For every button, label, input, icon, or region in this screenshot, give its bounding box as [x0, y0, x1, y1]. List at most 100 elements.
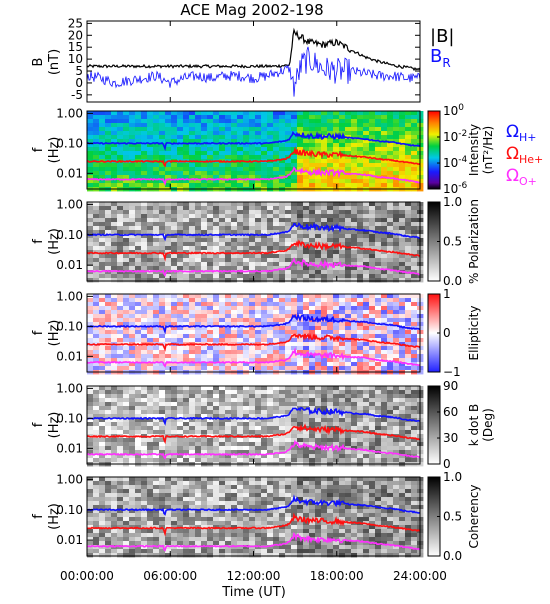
freq-tick-label: 1.00	[56, 472, 83, 486]
colorbar-tick-main: 10	[443, 104, 458, 118]
colorbar-tick-label: 10-2	[443, 129, 467, 144]
freq-y-label-top: f	[31, 422, 46, 427]
x-tick-label: 24:00:00	[393, 569, 447, 583]
freq-tick-label: 1.00	[56, 381, 83, 395]
colorbar-tick-label: 1.0	[443, 195, 462, 209]
gyro-legend-sub: O+	[519, 175, 537, 188]
colorbar-tick-exp: 0	[458, 103, 464, 113]
colorbar-tick-main: 10	[443, 182, 458, 196]
gyro-legend-symbol: Ω	[506, 166, 519, 186]
gyro-legend-symbol: Ω	[506, 144, 519, 164]
colorbar-tick-label: 10-6	[443, 181, 468, 196]
colorbar-label: (nT²/Hz)	[481, 126, 495, 174]
colorbar-tick-main: 0.0	[443, 549, 462, 563]
colorbar-tick-main: 0.5	[443, 510, 462, 524]
colorbar-tick-main: 0.5	[443, 235, 462, 249]
colorbar-tick-main: 90	[443, 379, 458, 393]
colorbar-label: Ellipticity	[467, 306, 481, 361]
colorbar-tick-label: 60	[443, 405, 458, 419]
colorbar-tick-label: 0.0	[443, 274, 462, 288]
freq-y-label-bottom: (Hz)	[47, 412, 62, 439]
colorbar-4: 1.0 0.5 0.0	[428, 470, 462, 563]
colorbar-tick-label: 1.0	[443, 470, 462, 484]
colorbar-tick-label: 30	[443, 431, 458, 445]
line-y-label-top: B	[31, 58, 46, 67]
colorbar-tick-main: −1	[443, 365, 461, 379]
spectrogram-panel-1: 1.000.100.01f(Hz)1.00.50.0% Polarization	[31, 195, 481, 288]
line-ytick-label: 20	[68, 28, 83, 42]
freq-tick-label: 1.00	[56, 289, 83, 303]
gyro-legend-sub: He+	[519, 153, 543, 166]
gyro-legend-symbol: Ω	[506, 122, 519, 142]
spectrogram-panel-0: 1.000.100.01f(Hz)10010-210-410-6Intensit…	[31, 103, 495, 196]
line-legend-entry-0: |B|	[430, 26, 454, 47]
colorbar-tick-label: 0	[443, 457, 451, 471]
colorbar-label: (Deg)	[481, 408, 495, 442]
line-panel-background	[87, 21, 420, 102]
colorbar-tick-label: 10-4	[443, 155, 468, 170]
freq-tick-label: 1.00	[56, 106, 83, 120]
colorbar-tick-label: 0.5	[443, 235, 462, 249]
chart-title: ACE Mag 2002-198	[180, 1, 323, 19]
colorbar-gradient	[428, 111, 440, 189]
freq-y-label-bottom: (Hz)	[47, 503, 62, 530]
colorbar-label: Intensity	[467, 124, 481, 176]
colorbar-2: 1 0 −1	[428, 287, 461, 379]
line-legend-main: B	[430, 46, 442, 67]
freq-tick-label: 0.01	[56, 533, 83, 547]
colorbar-gradient	[428, 386, 440, 464]
freq-y-label-bottom: (Hz)	[47, 228, 62, 255]
freq-tick-label: 1.00	[56, 197, 83, 211]
colorbar-tick-label: 0	[443, 326, 451, 340]
line-legend: |B|BR	[430, 26, 454, 70]
freq-y-label-bottom: (Hz)	[47, 137, 62, 164]
colorbar-tick-label: 0.5	[443, 510, 462, 524]
colorbar-tick-main: 60	[443, 405, 458, 419]
colorbar-tick-exp: -2	[458, 129, 467, 139]
freq-y-label-bottom: (Hz)	[47, 320, 62, 347]
x-tick-label: 06:00:00	[143, 569, 197, 583]
x-axis-label: Time (UT)	[221, 585, 286, 600]
colorbar-tick-main: 1	[443, 287, 451, 301]
freq-tick-label: 0.01	[56, 258, 83, 272]
line-y-label-bottom: (nT)	[47, 49, 62, 75]
colorbar-label: k dot B	[467, 404, 481, 446]
line-ytick-label: 5	[75, 64, 83, 78]
colorbar-label: Coherency	[467, 484, 481, 548]
colorbar-tick-label: 0.0	[443, 549, 462, 563]
gyro-legend-entry-0: ΩH+	[506, 122, 537, 144]
freq-y-label-top: f	[31, 514, 46, 519]
colorbar-tick-main: 0	[443, 326, 451, 340]
spectrogram-panels: 1.000.100.01f(Hz)10010-210-410-6Intensit…	[31, 103, 495, 563]
colorbar-3: 90 60 30 0	[428, 379, 458, 471]
line-ytick-label: 0	[75, 76, 83, 90]
line-legend-main: |B|	[430, 26, 454, 47]
line-ytick-label: 25	[68, 16, 83, 30]
gyro-legend-entry-2: ΩO+	[506, 166, 537, 188]
freq-y-label-top: f	[31, 239, 46, 244]
gyro-legend-entry-1: ΩHe+	[506, 144, 543, 166]
colorbar-tick-label: 90	[443, 379, 458, 393]
colorbar-label: % Polarization	[467, 199, 481, 284]
colorbar-1: 1.0 0.5 0.0	[428, 195, 462, 288]
colorbar-tick-exp: -6	[458, 181, 467, 191]
line-legend-sub: R	[442, 56, 450, 70]
colorbar-tick-main: 0.0	[443, 274, 462, 288]
x-tick-label: 00:00:00	[60, 569, 114, 583]
colorbar-tick-main: 0	[443, 457, 451, 471]
x-tick-label: 12:00:00	[227, 569, 281, 583]
x-tick-labels: 00:00:00 06:00:00 12:00:00 18:00:00 24:00:00	[60, 569, 447, 583]
colorbar-tick-label: 1	[443, 287, 451, 301]
x-tick-label: 18:00:00	[310, 569, 364, 583]
gyro-legend-sub: H+	[519, 131, 537, 144]
colorbar-tick-main: 10	[443, 156, 458, 170]
colorbar-tick-main: 30	[443, 431, 458, 445]
colorbar-tick-label: −1	[443, 365, 461, 379]
colorbar-tick-main: 1.0	[443, 195, 462, 209]
